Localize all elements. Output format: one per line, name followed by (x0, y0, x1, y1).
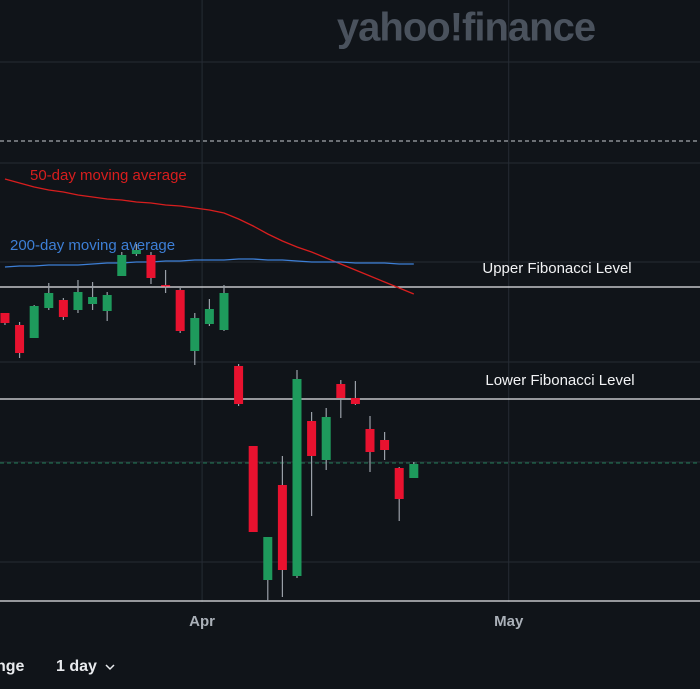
fibonacci-label: Upper Fibonacci Level (482, 260, 631, 277)
candle-body (350, 398, 360, 404)
interval-button[interactable]: 1 day (56, 658, 115, 676)
candle-body (15, 325, 25, 353)
candle-body (380, 440, 390, 450)
candle-body (248, 446, 258, 532)
candle-body (102, 295, 112, 311)
candle-body (58, 300, 68, 317)
candle-body (336, 384, 346, 398)
moving-average-line (4, 178, 415, 295)
candle-body (117, 255, 127, 276)
candle-body (394, 468, 404, 499)
range-button[interactable]: nge (0, 658, 25, 675)
candle-body (263, 537, 273, 580)
fibonacci-label: Lower Fibonacci Level (485, 372, 634, 389)
watermark: yahoo!finance (337, 6, 595, 50)
candle-body (321, 417, 331, 460)
candle-body (88, 297, 98, 304)
candle-body (409, 464, 419, 478)
candle-body (277, 485, 287, 570)
interval-label: 1 day (56, 658, 97, 675)
candle-body (365, 429, 375, 452)
candle-body (234, 366, 244, 404)
candle-body (0, 313, 10, 323)
x-tick-label: May (494, 613, 524, 630)
candle-body (190, 318, 200, 351)
candle-body (307, 421, 317, 456)
candle-body (44, 293, 54, 308)
chart: yahoo!finance Apr May Upper Fibonacci Leve… (0, 0, 700, 630)
candle-body (292, 379, 302, 576)
candle-body (175, 290, 185, 331)
candle-body (131, 250, 141, 254)
moving-average-line (4, 258, 414, 268)
candle-body (219, 293, 229, 330)
chevron (105, 664, 115, 671)
x-tick-label: Apr (189, 613, 215, 630)
moving-average-label: 200-day moving average (10, 237, 175, 254)
moving-average-label: 50-day moving average (30, 167, 187, 184)
candle-body (73, 292, 83, 310)
candle-body (204, 309, 214, 324)
candle-body (29, 306, 39, 338)
candle-body (146, 255, 156, 278)
candle-body (161, 285, 171, 287)
